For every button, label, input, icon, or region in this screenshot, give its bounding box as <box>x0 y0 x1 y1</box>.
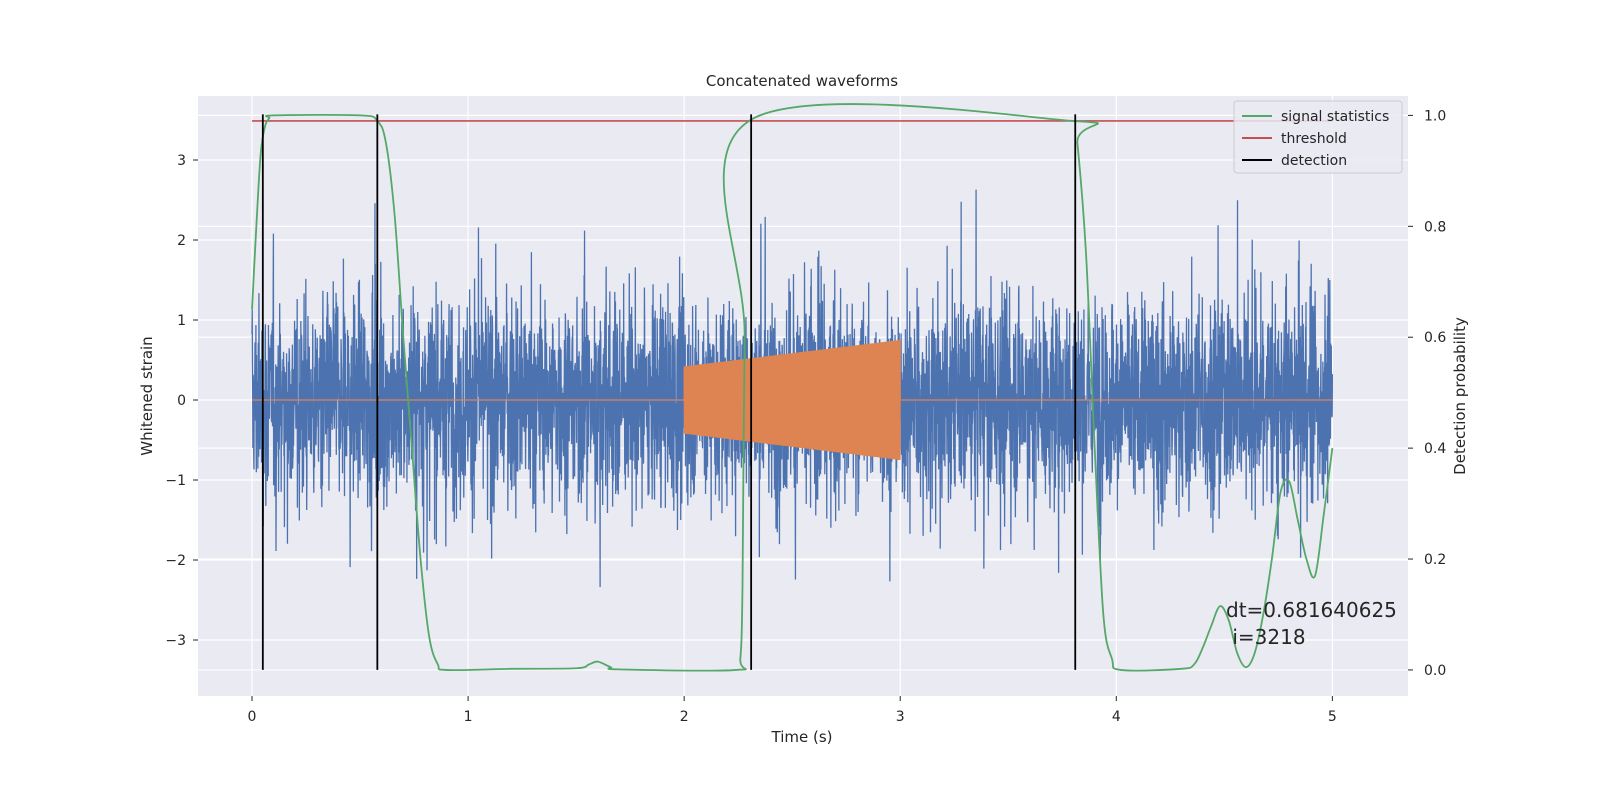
x-tick-label: 2 <box>680 709 689 725</box>
y-tick-label: −3 <box>165 633 186 649</box>
y-tick-label: 1 <box>177 313 186 329</box>
legend: signal statistics threshold detection <box>1233 100 1403 174</box>
plot-content <box>251 103 1334 672</box>
series-template-waveform-line <box>252 339 1333 460</box>
y2-axis-label: Detection probability <box>1451 317 1469 475</box>
legend-label-signal-statistics: signal statistics <box>1281 109 1389 125</box>
axes: 0 1 2 3 4 5 −3 −2 −1 0 1 2 3 0.0 0.2 0.4 0.6 0.8 1.0 <box>165 108 1446 725</box>
y-axis-label: Whitened strain <box>138 336 156 455</box>
y2-tick-label: 0.4 <box>1424 441 1446 457</box>
x-tick-label: 3 <box>896 709 905 725</box>
legend-label-detection: detection <box>1281 153 1347 169</box>
chart-title: Concatenated waveforms <box>706 72 898 90</box>
x-tick-label: 1 <box>464 709 473 725</box>
legend-label-threshold: threshold <box>1281 131 1347 147</box>
y2-tick-label: 0.0 <box>1424 663 1446 679</box>
y-tick-label: −2 <box>165 553 186 569</box>
annotation-dt: dt=0.681640625 <box>1226 598 1397 622</box>
y2-tick-label: 0.8 <box>1424 219 1446 235</box>
y-tick-label: −1 <box>165 473 186 489</box>
y-tick-label: 2 <box>177 233 186 249</box>
x-tick-label: 4 <box>1112 709 1121 725</box>
y-tick-label: 3 <box>177 153 186 169</box>
x-tick-label: 5 <box>1328 709 1337 725</box>
legend-box <box>1233 100 1403 174</box>
x-tick-label: 0 <box>248 709 257 725</box>
series-signal-statistics-line <box>251 103 1334 672</box>
y-tick-label: 0 <box>177 393 186 409</box>
y2-tick-label: 1.0 <box>1424 108 1446 124</box>
x-axis-label: Time (s) <box>771 728 833 746</box>
y2-tick-label: 0.6 <box>1424 330 1446 346</box>
y2-tick-label: 0.2 <box>1424 552 1446 568</box>
annotation-index: i=3218 <box>1226 625 1306 649</box>
